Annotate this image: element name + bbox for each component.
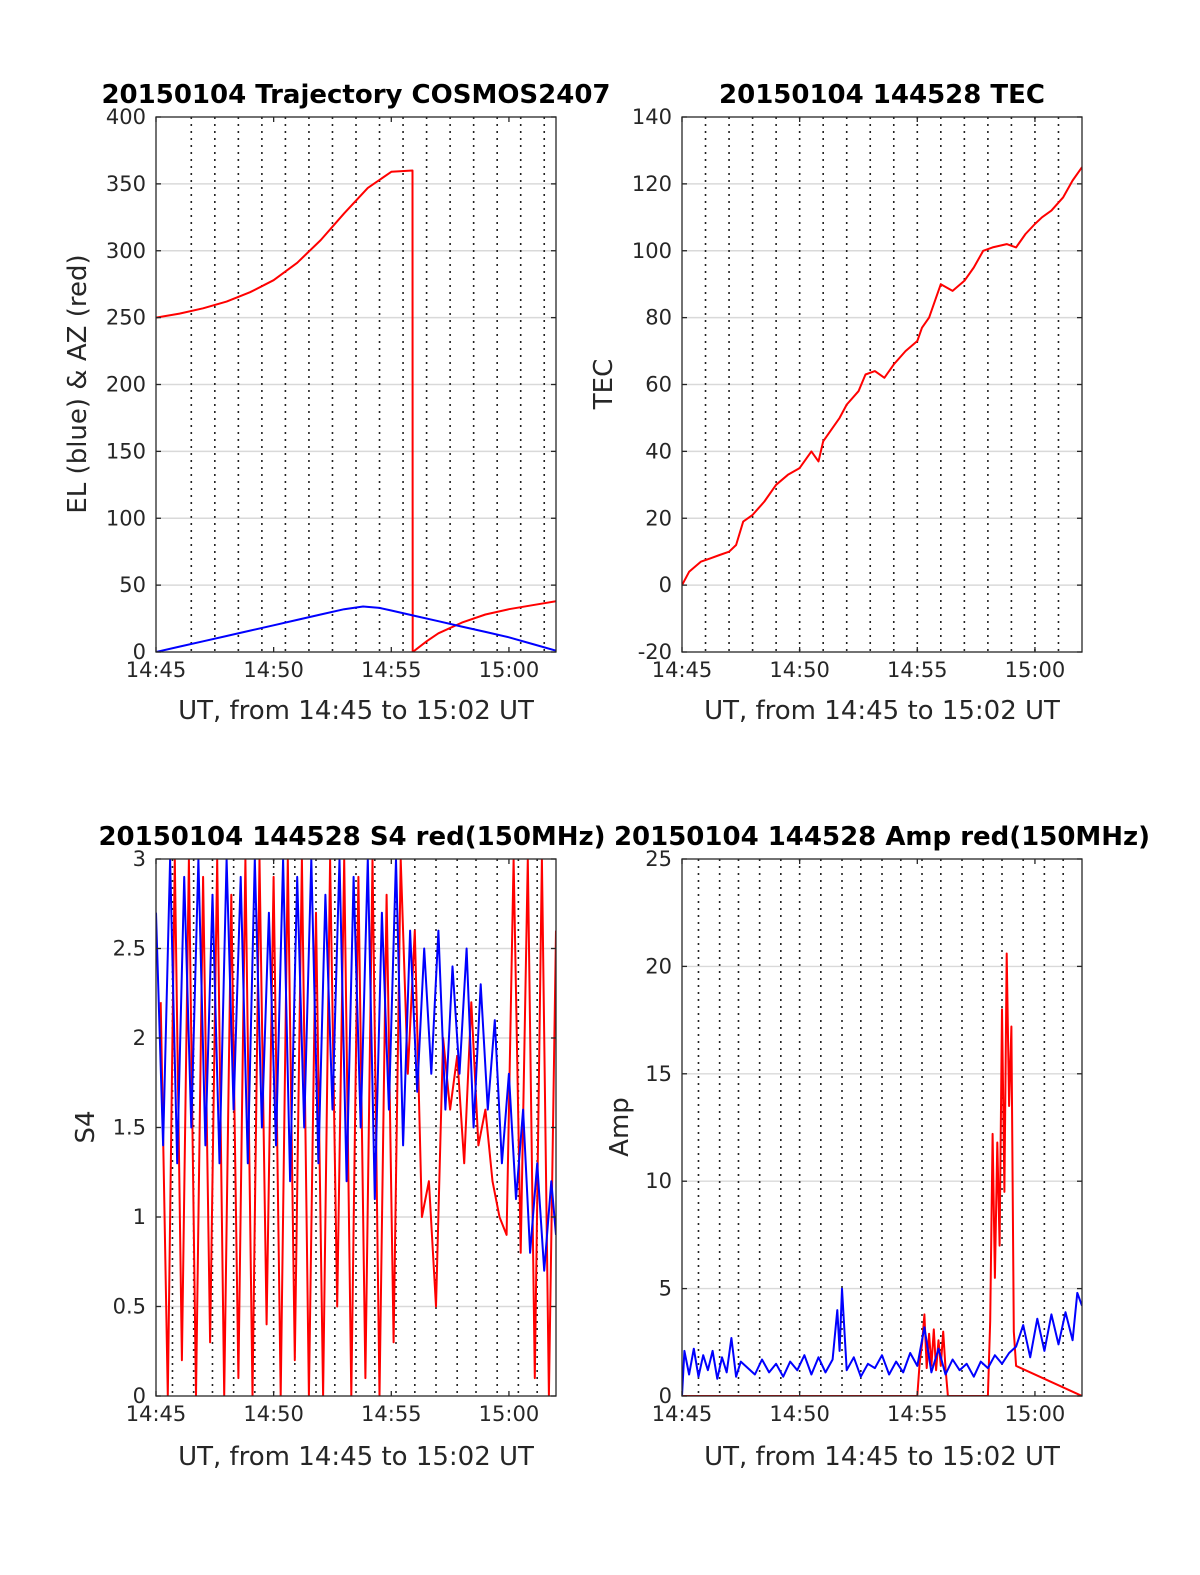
series-line-blue (156, 605, 556, 652)
y-tick-label: 3 (133, 847, 146, 871)
y-tick-label: 2.5 (113, 937, 146, 961)
y-tick-label: 80 (645, 306, 672, 330)
y-axis-label: TEC (589, 359, 619, 410)
y-tick-label: 0 (659, 1384, 672, 1408)
x-axis-label: UT, from 14:45 to 15:02 UT (704, 696, 1060, 726)
y-tick-label: 100 (106, 506, 146, 530)
y-axis-label: Amp (605, 1097, 635, 1157)
y-tick-label: 2 (133, 1026, 146, 1050)
x-tick-label: 14:50 (769, 1402, 830, 1426)
series-line-blue (156, 859, 556, 1272)
y-tick-label: 0 (659, 573, 672, 597)
y-tick-label: 20 (645, 954, 672, 978)
y-tick-label: 50 (119, 573, 146, 597)
y-tick-label: 15 (645, 1062, 672, 1086)
y-tick-label: 120 (632, 172, 672, 196)
y-tick-label: 350 (106, 172, 146, 196)
chart-amp: 20150104 144528 Amp red(150MHz) UT, from… (605, 822, 1150, 1472)
x-tick-label: 15:00 (479, 1402, 540, 1426)
x-tick-label: 14:45 (126, 1402, 187, 1426)
series-line-blue (682, 1287, 1082, 1396)
x-tick-label: 14:45 (126, 658, 187, 682)
x-tick-label: 15:00 (1005, 658, 1066, 682)
y-axis-label: S4 (71, 1110, 101, 1143)
y-tick-label: 10 (645, 1169, 672, 1193)
chart-title: 20150104 144528 TEC (719, 80, 1045, 110)
y-tick-label: 300 (106, 239, 146, 263)
y-tick-label: -20 (638, 640, 672, 664)
chart-s4: 20150104 144528 S4 red(150MHz) UT, from … (71, 822, 606, 1472)
x-axis-label: UT, from 14:45 to 15:02 UT (704, 1442, 1060, 1472)
x-axis-label: UT, from 14:45 to 15:02 UT (178, 1442, 534, 1472)
y-tick-label: 5 (659, 1277, 672, 1301)
x-tick-label: 14:50 (769, 658, 830, 682)
y-tick-label: 250 (106, 306, 146, 330)
y-tick-label: 150 (106, 439, 146, 463)
x-axis-label: UT, from 14:45 to 15:02 UT (178, 696, 534, 726)
chart-tec: 20150104 144528 TEC UT, from 14:45 to 15… (589, 80, 1083, 726)
plot-frame (681, 858, 1083, 1397)
y-tick-label: 200 (106, 373, 146, 397)
series-line-red (159, 859, 556, 1396)
series-group (156, 859, 556, 1396)
series-line-red (156, 169, 556, 652)
grid (156, 117, 556, 652)
chart-title: 20150104 Trajectory COSMOS2407 (101, 80, 610, 110)
y-tick-label: 60 (645, 373, 672, 397)
series-group (682, 166, 1082, 586)
y-tick-label: 1.5 (113, 1116, 146, 1140)
series-group (156, 169, 556, 652)
series-line-red (682, 166, 1082, 586)
series-group (682, 952, 1082, 1396)
grid (682, 859, 1082, 1396)
y-tick-label: 0 (133, 640, 146, 664)
chart-trajectory: 20150104 Trajectory COSMOS2407 UT, from … (63, 80, 611, 726)
y-tick-label: 1 (133, 1205, 146, 1229)
grid (682, 117, 1082, 652)
y-tick-label: 400 (106, 105, 146, 129)
y-tick-label: 20 (645, 506, 672, 530)
y-axis-label: EL (blue) & AZ (red) (63, 254, 93, 513)
x-tick-label: 15:00 (479, 658, 540, 682)
y-tick-label: 140 (632, 105, 672, 129)
y-tick-label: 40 (645, 439, 672, 463)
x-tick-label: 14:45 (652, 658, 713, 682)
chart-title: 20150104 144528 Amp red(150MHz) (614, 822, 1150, 852)
y-tick-label: 25 (645, 847, 672, 871)
x-tick-label: 15:00 (1005, 1402, 1066, 1426)
series-line-red (682, 952, 1082, 1396)
y-tick-label: 0 (133, 1384, 146, 1408)
x-tick-label: 14:55 (887, 1402, 948, 1426)
x-tick-label: 14:55 (887, 658, 948, 682)
x-tick-label: 14:50 (243, 658, 304, 682)
y-tick-label: 100 (632, 239, 672, 263)
x-tick-label: 14:50 (243, 1402, 304, 1426)
y-tick-label: 0.5 (113, 1295, 146, 1319)
x-tick-label: 14:55 (361, 1402, 422, 1426)
chart-title: 20150104 144528 S4 red(150MHz) (98, 822, 605, 852)
x-tick-label: 14:55 (361, 658, 422, 682)
x-tick-label: 14:45 (652, 1402, 713, 1426)
